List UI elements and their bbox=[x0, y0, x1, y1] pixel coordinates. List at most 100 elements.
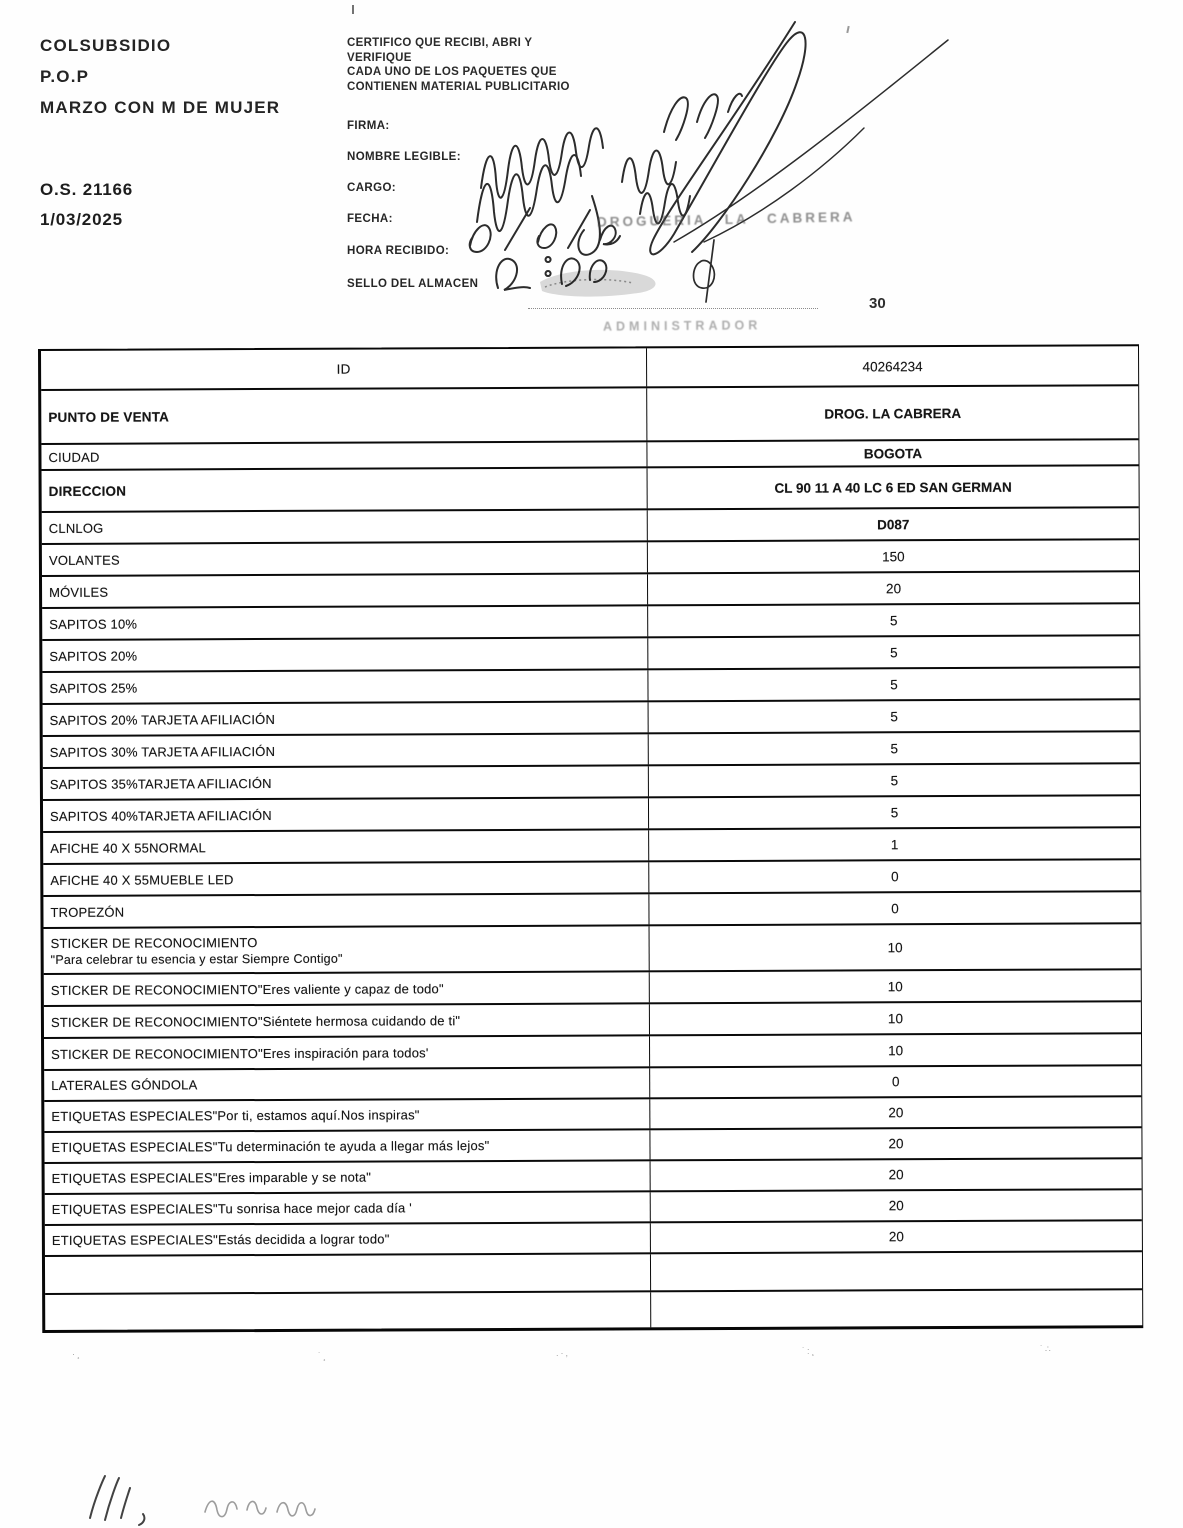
row-label: CLNLOG bbox=[41, 510, 648, 543]
table-row: SAPITOS 20% 5 bbox=[42, 634, 1140, 671]
table-row: ETIQUETAS ESPECIALES"Tu determinación te… bbox=[44, 1126, 1142, 1162]
row-label: PUNTO DE VENTA bbox=[41, 388, 648, 443]
table-row: SAPITOS 10% 5 bbox=[42, 602, 1140, 639]
row-label: STICKER DE RECONOCIMIENTO "Para celebrar … bbox=[43, 926, 650, 973]
table-row: ETIQUETAS ESPECIALES"Eres imparable y se… bbox=[44, 1157, 1142, 1193]
table-row: CLNLOG D087 bbox=[41, 506, 1139, 543]
row-label: ID bbox=[41, 348, 648, 389]
row-label bbox=[45, 1292, 652, 1330]
row-value: 10 bbox=[888, 1042, 904, 1058]
table-row: STICKER DE RECONOCIMIENTO"Eres valiente … bbox=[43, 968, 1141, 1005]
row-value: 20 bbox=[888, 1229, 904, 1245]
order-date: 1/03/2025 bbox=[40, 210, 123, 229]
scan-artifact bbox=[846, 25, 850, 34]
row-value: 150 bbox=[882, 548, 905, 564]
row-value: DROG. LA CABRERA bbox=[824, 405, 962, 422]
row-value bbox=[651, 1290, 1142, 1327]
field-firma: FIRMA: bbox=[347, 120, 390, 132]
row-value: CL 90 11 A 40 LC 6 ED SAN GERMAN bbox=[774, 479, 1012, 496]
row-value: 5 bbox=[890, 708, 898, 724]
row-label: SAPITOS 35%TARJETA AFILIACIÓN bbox=[42, 766, 649, 799]
handwriting-bleed bbox=[89, 1475, 316, 1526]
scan-speck: .·, bbox=[556, 1348, 570, 1358]
row-value: 1 bbox=[890, 836, 899, 852]
row-value: 10 bbox=[887, 1010, 903, 1026]
order-number: O.S. 21166 bbox=[40, 180, 134, 199]
program-name: P.O.P bbox=[40, 67, 90, 86]
company-name: COLSUBSIDIO bbox=[40, 36, 172, 55]
faint-role-stamp: ADMINISTRADOR bbox=[602, 318, 762, 334]
table-row: STICKER DE RECONOCIMIENTO"Eres inspiraci… bbox=[44, 1032, 1142, 1069]
row-label: STICKER DE RECONOCIMIENTO"Eres inspiraci… bbox=[44, 1036, 651, 1069]
row-label: TROPEZÓN bbox=[43, 894, 650, 927]
page-note: 30 bbox=[869, 295, 886, 312]
table-row: STICKER DE RECONOCIMIENTO"Siéntete hermo… bbox=[43, 1000, 1141, 1037]
table-row: PUNTO DE VENTA DROG. LA CABRERA bbox=[41, 384, 1139, 443]
row-label bbox=[44, 1254, 652, 1293]
row-value: 20 bbox=[886, 580, 902, 596]
row-label: ETIQUETAS ESPECIALES"Tu sonrisa hace mej… bbox=[44, 1192, 651, 1224]
scan-speck: ˙:¸ bbox=[802, 1346, 817, 1356]
row-value: 5 bbox=[890, 772, 899, 788]
certification-line: CADA UNO DE LOS PAQUETES QUE bbox=[347, 66, 557, 78]
row-label: AFICHE 40 X 55NORMAL bbox=[43, 830, 650, 863]
row-value: 20 bbox=[888, 1198, 904, 1214]
row-label-line2: "Para celebrar tu esencia y estar Siempr… bbox=[50, 951, 343, 967]
certification-line: CERTIFICO QUE RECIBI, ABRI Y bbox=[347, 37, 533, 49]
field-fecha: FECHA: bbox=[347, 213, 393, 225]
row-value: 20 bbox=[888, 1136, 904, 1152]
table-row: VOLANTES 150 bbox=[41, 538, 1139, 575]
row-label: ETIQUETAS ESPECIALES"Tu determinación te… bbox=[44, 1130, 651, 1162]
row-label: SAPITOS 10% bbox=[42, 606, 649, 639]
certification-line: CONTIENEN MATERIAL PUBLICITARIO bbox=[347, 80, 570, 93]
row-value: D087 bbox=[877, 516, 910, 532]
row-label: SAPITOS 20% TARJETA AFILIACIÓN bbox=[42, 702, 649, 735]
row-value: 20 bbox=[888, 1167, 904, 1183]
table-row: SAPITOS 25% 5 bbox=[42, 666, 1140, 703]
row-value: BOGOTA bbox=[863, 445, 923, 461]
campaign-name: MARZO CON M DE MUJER bbox=[40, 98, 281, 117]
row-label: ETIQUETAS ESPECIALES"Eres imparable y se… bbox=[44, 1161, 651, 1193]
table-row: CIUDAD BOGOTA bbox=[41, 438, 1139, 469]
field-sello-almacen: SELLO DEL ALMACEN bbox=[347, 278, 479, 290]
table-row: TROPEZÓN 0 bbox=[43, 890, 1141, 927]
table-row: AFICHE 40 X 55MUEBLE LED 0 bbox=[43, 858, 1141, 895]
row-value: 0 bbox=[891, 900, 899, 916]
certification-statement: CERTIFICO QUE RECIBI, ABRI Y VERIFIQUE C… bbox=[347, 36, 667, 94]
row-value: 20 bbox=[888, 1105, 904, 1121]
row-label: AFICHE 40 X 55MUEBLE LED bbox=[43, 862, 650, 895]
row-label: CIUDAD bbox=[41, 442, 648, 469]
row-value: 0 bbox=[891, 1074, 900, 1090]
order-block: O.S. 21166 1/03/2025 bbox=[40, 180, 133, 240]
row-value bbox=[651, 1252, 1142, 1290]
row-value: 10 bbox=[887, 978, 903, 994]
table-row: SAPITOS 40%TARJETA AFILIACIÓN 5 bbox=[42, 794, 1141, 831]
scan-speck: ˙∴ bbox=[1040, 1344, 1053, 1354]
table-row: ETIQUETAS ESPECIALES"Estás decidida a lo… bbox=[44, 1219, 1142, 1255]
table-row: ETIQUETAS ESPECIALES"Tu sonrisa hace mej… bbox=[44, 1188, 1142, 1224]
table-row: ETIQUETAS ESPECIALES"Por ti, estamos aqu… bbox=[44, 1095, 1142, 1131]
row-label: STICKER DE RECONOCIMIENTO"Eres valiente … bbox=[43, 972, 650, 1005]
row-label: SAPITOS 20% bbox=[42, 638, 649, 671]
table-row bbox=[45, 1288, 1143, 1330]
row-label: MÓVILES bbox=[41, 574, 649, 607]
table-row: DIRECCION CL 90 11 A 40 LC 6 ED SAN GERM… bbox=[41, 464, 1139, 511]
certification-line: VERIFIQUE bbox=[347, 51, 412, 64]
pop-items-table: ID 40264234 PUNTO DE VENTA DROG. LA CABR… bbox=[38, 344, 1144, 1333]
row-label: SAPITOS 30% TARJETA AFILIACIÓN bbox=[42, 734, 649, 767]
table-row bbox=[44, 1250, 1143, 1293]
scan-speck: ·¸ bbox=[72, 1349, 82, 1359]
row-value: 5 bbox=[890, 676, 898, 692]
row-label: SAPITOS 40%TARJETA AFILIACIÓN bbox=[42, 798, 650, 831]
field-hora-recibido: HORA RECIBIDO: bbox=[347, 245, 450, 257]
row-value: 40264234 bbox=[862, 358, 923, 374]
table-row: LATERALES GÓNDOLA 0 bbox=[44, 1064, 1142, 1100]
row-value: 10 bbox=[887, 939, 903, 955]
row-value: 0 bbox=[891, 868, 899, 884]
table-row: SAPITOS 35%TARJETA AFILIACIÓN 5 bbox=[42, 762, 1140, 799]
pharmacy-stamp: DROGUERIA LA CABRERA bbox=[596, 209, 856, 230]
row-label: LATERALES GÓNDOLA bbox=[44, 1068, 651, 1100]
table-row: ID 40264234 bbox=[41, 346, 1138, 389]
row-label: DIRECCION bbox=[41, 468, 648, 511]
